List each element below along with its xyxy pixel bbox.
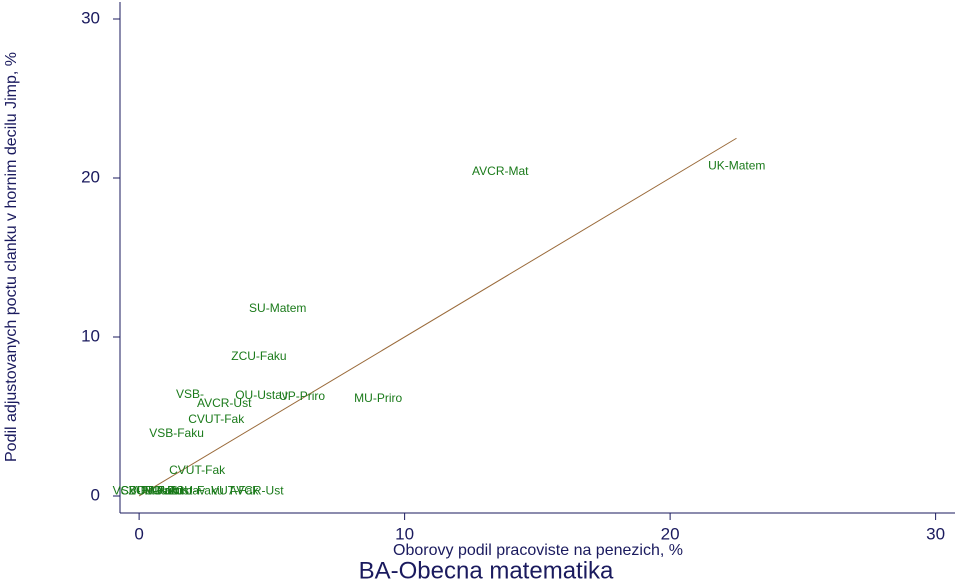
- fit-line: [138, 137, 737, 497]
- point-label: AVCR-Ust: [197, 396, 252, 410]
- point-label: UP-Priro: [279, 389, 325, 403]
- point-label: VSB-: [176, 387, 204, 401]
- x-tick-label: 10: [395, 524, 414, 543]
- chart-title: BA-Obecna matematika: [359, 557, 614, 583]
- x-axis-label: Oborovy podil pracoviste na penezich, %: [393, 542, 683, 559]
- point-label: UK-Matem: [708, 158, 765, 172]
- y-tick-label: 20: [81, 167, 100, 186]
- point-label: CVUT-Fak: [121, 483, 178, 497]
- point-label: MU-Priro: [354, 391, 402, 405]
- point-label: VSB-Faku: [113, 483, 168, 497]
- point-label: ZCU-Faku: [128, 483, 183, 497]
- y-tick-label: 0: [91, 485, 100, 504]
- y-tick-label: 10: [81, 326, 100, 345]
- point-label: OU-Ustav: [152, 483, 205, 497]
- point-label: CVUT-Fak: [169, 463, 226, 477]
- y-tick-label: 30: [81, 8, 100, 27]
- point-label: UP-Priro: [136, 483, 182, 497]
- point-label: AVCR-Mat: [472, 164, 529, 178]
- point-label: SU-Matem: [249, 301, 306, 315]
- x-tick-label: 20: [661, 524, 680, 543]
- x-tick-label: 0: [134, 524, 143, 543]
- point-label: VSB-Faku: [149, 426, 204, 440]
- point-label: OU-Ustav: [235, 388, 288, 402]
- point-label: CVUT-Fak: [188, 412, 245, 426]
- point-label: VUT-Fak: [211, 483, 259, 497]
- point-label: ZCU-Faku: [231, 349, 286, 363]
- x-tick-label: 30: [926, 524, 945, 543]
- y-axis-label: Podil adjustovanych poctu clanku v horni…: [3, 52, 20, 462]
- point-label: MU-Priro: [144, 483, 192, 497]
- point-label: AVCR-Ust: [229, 483, 284, 497]
- point-label: ZCU-Faku: [168, 483, 223, 497]
